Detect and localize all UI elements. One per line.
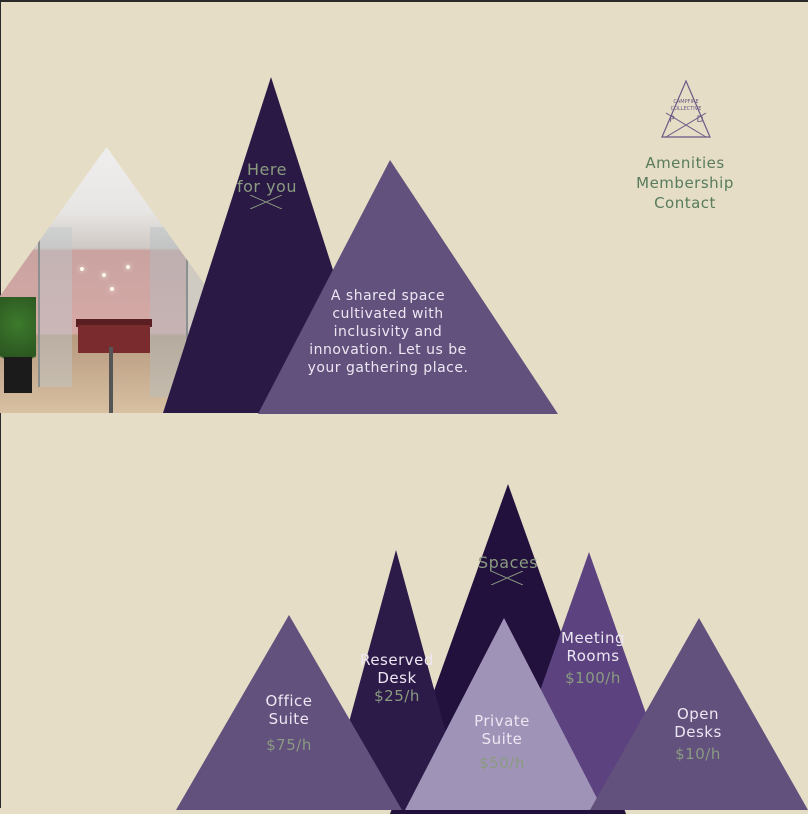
- reserved-desk-label-line1: Reserved: [360, 651, 434, 669]
- ceiling-light: [102, 273, 106, 277]
- private-suite-label-line1: Private: [474, 712, 530, 730]
- open-desks-price: $10/h: [675, 745, 721, 763]
- campfire-logo-icon: CAMPFIRE COLLECTIVE P D: [661, 80, 711, 138]
- office-suite-price: $75/h: [266, 736, 312, 754]
- meeting-rooms-card: Meeting Rooms $100/h: [540, 629, 646, 687]
- office-suite-card: Office Suite $75/h: [236, 692, 342, 754]
- open-desks-card: Open Desks $10/h: [645, 705, 751, 763]
- ceiling-light: [110, 287, 114, 291]
- nav-contact[interactable]: Contact: [654, 194, 716, 212]
- hero-tagline-line1: Here: [247, 160, 287, 179]
- reserved-desk-card: Reserved Desk $25/h: [344, 651, 450, 705]
- logo-letter-left: P: [669, 115, 675, 125]
- main-nav: Amenities Membership Contact: [620, 153, 750, 213]
- cross-ornament-icon: [491, 571, 523, 585]
- nav-membership[interactable]: Membership: [636, 174, 734, 192]
- ceiling-light: [126, 265, 130, 269]
- hero-tagline-line2: for you: [237, 177, 297, 196]
- private-suite-card: Private Suite $50/h: [449, 712, 555, 772]
- meeting-rooms-label-line1: Meeting: [561, 629, 625, 647]
- reserved-desk-price: $25/h: [374, 687, 420, 705]
- office-suite-label-line1: Office: [265, 692, 313, 710]
- private-suite-price: $50/h: [479, 754, 525, 772]
- meeting-rooms-label-line2: Rooms: [566, 647, 620, 665]
- open-desks-label-line1: Open: [676, 705, 720, 723]
- meeting-rooms-price: $100/h: [565, 669, 621, 687]
- glass-door-left: [38, 227, 72, 387]
- private-suite-label-line2: Suite: [481, 730, 523, 748]
- reception-desk: [78, 325, 150, 353]
- open-desks-label-line2: Desks: [674, 723, 722, 741]
- nav-amenities[interactable]: Amenities: [645, 154, 725, 172]
- spaces-title: Spaces: [477, 553, 539, 572]
- plant-pot: [4, 357, 32, 393]
- ceiling-light: [80, 267, 84, 271]
- logo-text-line1: CAMPFIRE: [673, 99, 698, 105]
- hero-tagline: Here for you: [225, 161, 309, 195]
- logo-text-line2: COLLECTIVE: [671, 106, 702, 112]
- top-border: [0, 0, 808, 2]
- hero-intro-text: A shared space cultivated with inclusivi…: [307, 288, 469, 376]
- reception-desk-top: [76, 319, 152, 327]
- cross-ornament-icon: [250, 195, 282, 209]
- reserved-desk-label-line2: Desk: [377, 669, 417, 687]
- logo-letter-right: D: [697, 115, 704, 125]
- handrail: [109, 347, 113, 413]
- office-suite-label-line2: Suite: [268, 710, 310, 728]
